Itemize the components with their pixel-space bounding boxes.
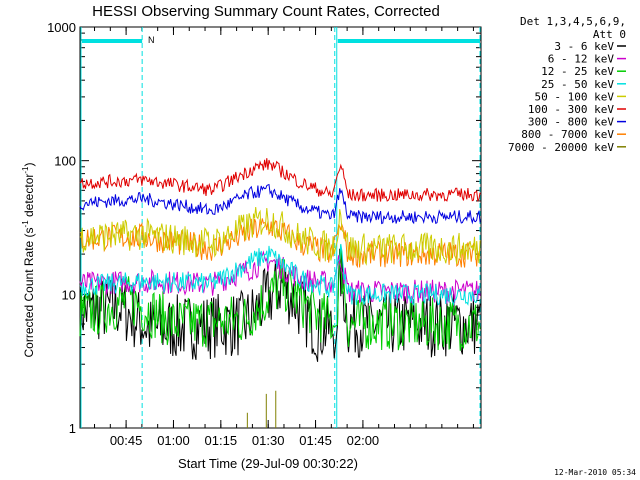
y-label-text: detector: [22, 174, 36, 221]
y-label-text: ): [22, 162, 36, 166]
series-group: [79, 158, 481, 362]
series-line: [79, 207, 481, 266]
series-line: [79, 158, 481, 203]
y-label-text: Corrected Count Rate (s: [22, 227, 36, 357]
legend-header: Det 1,3,4,5,6,9,: [520, 15, 626, 28]
legend-entry-label: 100 - 300 keV: [528, 103, 614, 116]
series-line: [79, 218, 481, 269]
x-tick-label: 01:00: [157, 433, 190, 448]
x-tick-label: 02:00: [347, 433, 380, 448]
footer-date: 12-Mar-2010 05:34: [554, 468, 636, 477]
y-label-superscript: -1: [21, 220, 30, 228]
y-tick-label: 1: [69, 421, 76, 436]
y-label-superscript: -1: [21, 166, 30, 174]
y-tick-label: 10: [62, 287, 76, 302]
legend-entry-label: 6 - 12 keV: [548, 53, 615, 66]
legend-entry-label: 50 - 100 keV: [535, 90, 615, 103]
legend-entry-label: 800 - 7000 keV: [521, 128, 614, 141]
x-axis-label: Start Time (29-Jul-09 00:30:22): [178, 456, 358, 471]
series-line: [79, 250, 481, 304]
legend-entry-label: 25 - 50 keV: [541, 78, 614, 91]
series-line: [79, 243, 481, 307]
plot-area: 1 10 100 1000 00:45 01:00 01:15 01:30 01:45 02:00…: [47, 20, 482, 448]
y-tick-label: 1000: [47, 20, 76, 35]
annotation-label: N: [148, 35, 155, 45]
legend-entry-label: 7000 - 20000 keV: [508, 141, 614, 154]
series-line: [79, 183, 481, 225]
legend-header: Att 0: [593, 28, 626, 41]
series-line: [79, 244, 481, 351]
x-tick-label: 01:45: [299, 433, 332, 448]
x-tick-label: 00:45: [110, 433, 143, 448]
legend-entry-label: 3 - 6 keV: [554, 40, 614, 53]
y-tick-label: 100: [54, 154, 76, 169]
x-tick-label: 01:15: [205, 433, 238, 448]
x-tick-label: 01:30: [252, 433, 285, 448]
legend-entry-label: 300 - 800 keV: [528, 116, 614, 129]
chart-title: HESSI Observing Summary Count Rates, Cor…: [92, 3, 440, 20]
legend-entry-label: 12 - 25 keV: [541, 65, 614, 78]
plot-frame: [79, 26, 482, 429]
y-axis-label: Corrected Count Rate (s-1 detector-1): [21, 162, 36, 357]
